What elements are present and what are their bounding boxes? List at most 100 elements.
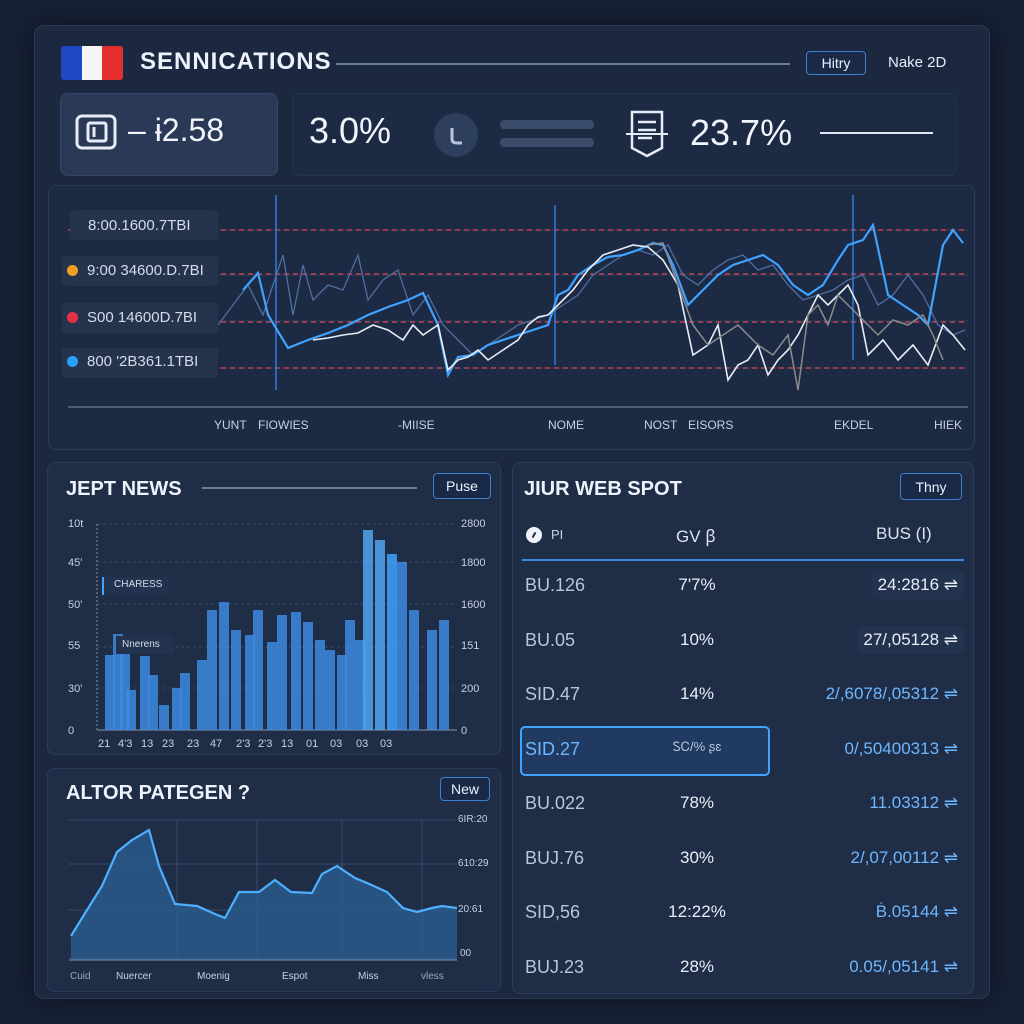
area-x-label: Miss: [358, 971, 379, 982]
bar: [427, 630, 437, 730]
legend-label-4: 800 '2B361.1TBI: [87, 353, 199, 370]
axis-label: 03: [380, 738, 393, 750]
bar: [439, 620, 449, 730]
bar: [325, 650, 335, 730]
stat-card-1: [60, 93, 278, 176]
area-title: ALTOR PATEGEN ?: [66, 782, 251, 804]
axis-label: 1800: [461, 557, 486, 569]
table-row[interactable]: BU.126 7'7% 24:2816 ⇌: [512, 560, 974, 614]
axis-label: 55: [68, 640, 81, 652]
news-title: JEPT NEWS: [66, 478, 182, 500]
table-row[interactable]: BUJ.76 30% 2/,07,00112 ⇌: [512, 833, 974, 887]
row-percent: 14%: [679, 684, 715, 703]
bar: [159, 705, 169, 730]
area-x-label: Nuercer: [116, 971, 152, 982]
stat-divider: [820, 132, 933, 134]
row-percent: 7'7%: [678, 575, 716, 594]
legend-box-3: [62, 303, 218, 333]
table-row[interactable]: BUJ.23 28% 0.05/,05141 ⇌: [512, 942, 974, 996]
bar: [245, 635, 255, 730]
area-chart: [69, 819, 458, 961]
table-header-pi[interactable]: PI: [551, 527, 564, 542]
bar: [113, 634, 123, 730]
title-divider: [336, 63, 790, 65]
bar: [231, 630, 241, 730]
bar: [253, 610, 263, 730]
area-y-label: 00: [460, 948, 472, 959]
area-x-label: vless: [421, 971, 444, 982]
bar: [172, 688, 182, 730]
bar: [363, 530, 373, 730]
area-y-label: 610:29: [458, 858, 489, 869]
row-value: 2/,6078/,05312 ⇌: [825, 684, 958, 703]
flag-icon: [61, 46, 123, 80]
x-label: FIOWIES: [258, 418, 309, 432]
bar-placeholder-1: [500, 120, 594, 129]
bar: [180, 673, 190, 730]
row-value: 0.05/,05141 ⇌: [849, 956, 958, 976]
table-row[interactable]: SID,56 12:22% Ḃ.05144 ⇌: [512, 887, 974, 941]
table-row[interactable]: BU.022 78% 11.03312 ⇌: [512, 778, 974, 832]
axis-label: 2'3: [236, 738, 251, 750]
row-percent: 10%: [679, 629, 715, 649]
hitry-button[interactable]: Hitry: [806, 51, 866, 75]
bar: [291, 612, 301, 730]
axis-label: 03: [356, 738, 369, 750]
stat-value-1: – ɨ2.58: [128, 112, 225, 148]
axis-label: 2'3: [258, 738, 273, 750]
axis-label: 4'3: [118, 738, 133, 750]
bar: [105, 655, 115, 730]
row-value: 27/,05128 ⇌: [857, 625, 964, 654]
bar: [355, 640, 365, 730]
bar: [277, 615, 287, 730]
area-y-label: 6IR:20: [458, 814, 488, 825]
series-faint-blue: [217, 244, 966, 356]
bar: [148, 675, 158, 730]
nake-2d-button[interactable]: Nake 2D: [888, 54, 947, 71]
row-percent: 30%: [679, 847, 715, 867]
series-grey: [647, 242, 944, 391]
thny-button[interactable]: Thny: [900, 473, 962, 500]
x-label: EISORS: [688, 418, 734, 432]
bar-placeholder-2: [500, 138, 594, 147]
table-header-bus[interactable]: BUS (I): [876, 524, 932, 543]
area-x-label: Moenig: [197, 971, 230, 982]
tag-charess: [102, 577, 168, 595]
row-symbol: BU.126: [525, 575, 586, 595]
row-value: 2/,07,00112 ⇌: [850, 847, 958, 867]
table-row[interactable]: BU.05 10% 27/,05128 ⇌: [512, 615, 974, 669]
bar: [387, 554, 397, 730]
new-button[interactable]: New: [440, 777, 490, 801]
bar: [337, 655, 347, 730]
axis-label: 01: [306, 738, 319, 750]
table-body: BU.126 7'7% 24:2816 ⇌ BU.05 10% 27/,05128 ⇌ SI…: [512, 560, 974, 990]
axis-label: 2800: [461, 518, 486, 530]
table-header-gv[interactable]: GV ꞵ: [676, 527, 717, 546]
table-row[interactable]: SID.47 14% 2/,6078/,05312 ⇌: [512, 669, 974, 723]
stat-value-2: 3.0%: [309, 110, 392, 151]
x-label: YUNT: [214, 418, 247, 432]
axis-label: 30': [68, 683, 83, 695]
puse-button[interactable]: Puse: [433, 473, 491, 499]
tag-nnerens-label: Nnerens: [122, 639, 160, 650]
axis-label: 0: [68, 725, 75, 737]
axis-label: 10t: [68, 518, 84, 530]
area-y-label: 20:61: [458, 904, 484, 915]
main-line-chart: [68, 195, 968, 408]
row-symbol: SID.27: [525, 738, 581, 759]
table-row[interactable]: SID.27 ᏚᏟ/% ʂɛ 0/,50400313 ⇌: [512, 724, 974, 778]
row-percent: 12:22%: [668, 902, 726, 921]
axis-label: 47: [210, 738, 223, 750]
table-title: JIUR WEB SPOT: [524, 478, 682, 500]
legend-dot-orange: [67, 265, 78, 276]
row-symbol: BUJ.76: [525, 847, 585, 868]
legend-label-1: 8:00.1600.7TBI: [88, 217, 191, 234]
area-fill: [71, 830, 457, 960]
axis-label: 03: [330, 738, 343, 750]
axis-label: 151: [461, 640, 480, 652]
legend-box-2: [62, 256, 218, 286]
bar: [409, 610, 419, 730]
legend-box-1: [70, 210, 218, 240]
row-symbol: BU.022: [525, 793, 586, 813]
row-percent: ᏚᏟ/% ʂɛ: [672, 738, 722, 754]
